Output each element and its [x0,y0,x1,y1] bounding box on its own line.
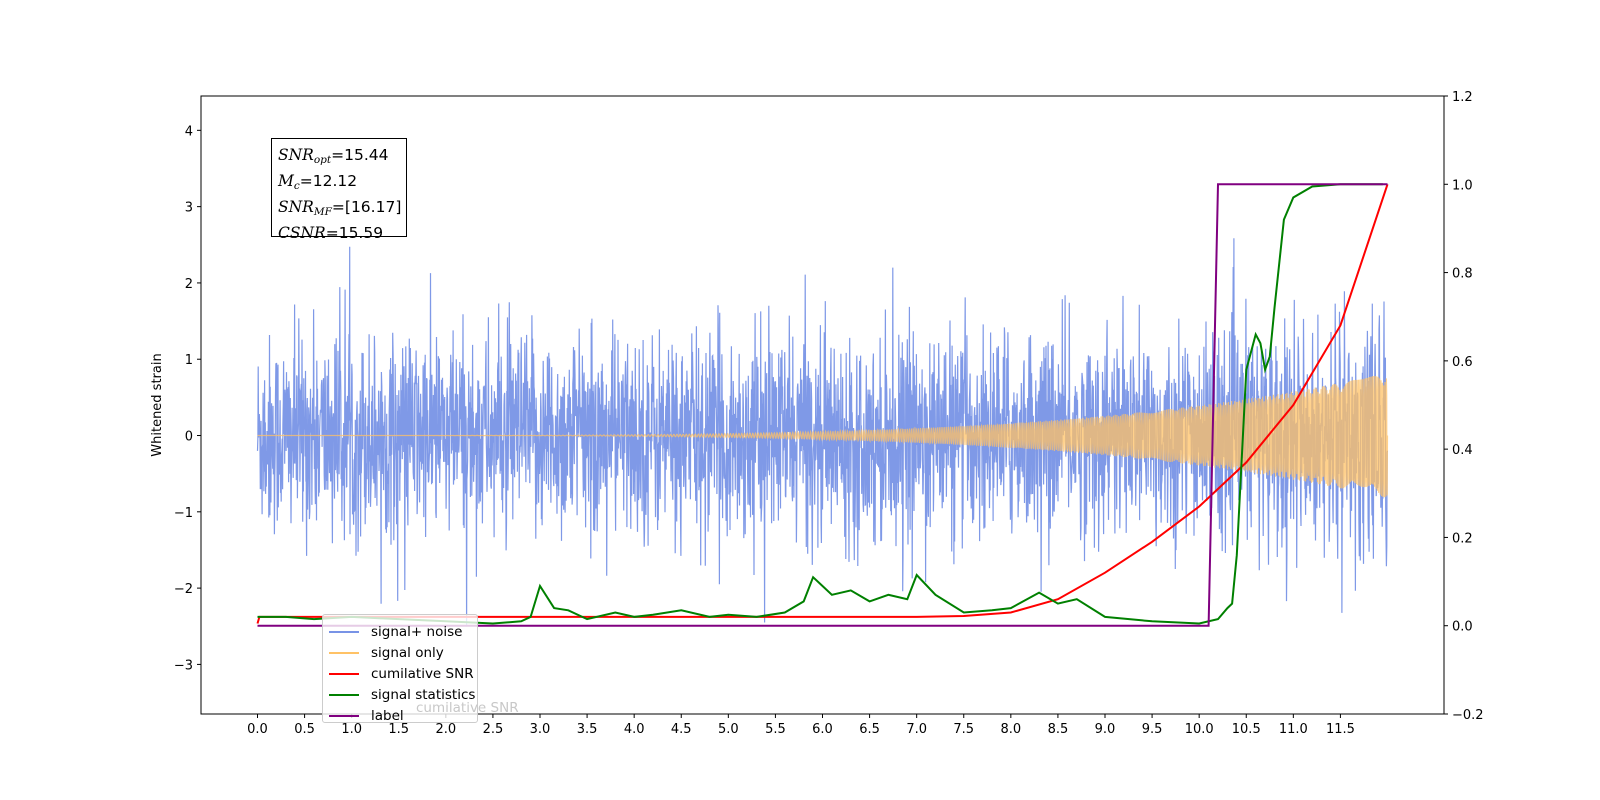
x-tick-label: 4.5 [671,722,692,737]
series-label [257,183,1388,627]
y2-tick-label: 1.2 [1452,90,1473,105]
legend-swatch [329,631,359,633]
x-tick-label: 11.0 [1279,722,1308,737]
y-axis-right: −0.2 0.0 0.2 0.4 0.6 0.8 1.0 1.2 [1444,90,1484,723]
legend-item-signal-statistics: signal statistics [329,686,475,704]
x-tick-label: 2.5 [483,722,504,737]
y2-tick-label: −0.2 [1452,708,1484,723]
x-tick-label: 7.0 [906,722,927,737]
y2-tick-label: 0.6 [1452,355,1473,370]
x-tick-label: 10.0 [1185,722,1214,737]
x-tick-label: 2.0 [435,722,456,737]
x-tick-label: 0.5 [294,722,315,737]
x-tick-label: 1.5 [388,722,409,737]
chirp-mass-line: Mc=12.12 [278,172,358,192]
x-axis: 0.0 0.5 1.0 1.5 2.0 2.5 3.0 3.5 4.0 4.5 5.0 5.5 6.0 6… [247,714,1355,737]
legend-item-signal-noise: signal+ noise [329,623,462,641]
y-tick-label: 3 [185,201,193,216]
x-tick-label: 8.5 [1048,722,1069,737]
legend-label: signal+ noise [371,624,463,640]
legend-swatch [329,652,359,654]
x-tick-label: 0.0 [247,722,268,737]
legend-swatch [329,715,359,717]
y-tick-label: 1 [185,353,193,368]
x-tick-label: 10.5 [1232,722,1261,737]
series-signal-statistics [257,183,1383,625]
y-tick-label: −2 [174,582,193,597]
x-tick-label: 5.5 [765,722,786,737]
legend-label: signal statistics [371,687,476,703]
snr-opt-line: SNRopt=15.44 [278,146,389,166]
legend-swatch [329,694,359,696]
y2-tick-label: 0.8 [1452,267,1473,282]
snr-mf-line: SNRMF=[16.17] [278,198,402,218]
y-tick-label: 0 [185,430,193,445]
y-tick-label: 2 [185,277,193,292]
legend-label: cumilative SNR [371,666,474,682]
y-tick-label: −1 [174,506,193,521]
x-tick-label: 9.5 [1142,722,1163,737]
x-tick-label: 7.5 [953,722,974,737]
x-tick-label: 11.5 [1326,722,1355,737]
y-axis-left: −3 −2 −1 0 1 2 3 4 [174,124,201,673]
legend-label: signal only [371,645,444,661]
x-tick-label: 1.0 [341,722,362,737]
y-axis-label: Whitened strain [150,353,165,456]
x-tick-label: 8.0 [1000,722,1021,737]
y2-tick-label: 1.0 [1452,178,1473,193]
legend-item-signal-only: signal only [329,644,444,662]
x-tick-label: 3.5 [577,722,598,737]
legend-label: label [371,708,404,724]
x-tick-label: 6.5 [859,722,880,737]
legend: signal+ noise signal only cumilative SNR… [322,614,478,725]
csnr-line: CSNR=15.59 [278,224,384,242]
x-tick-label: 9.0 [1095,722,1116,737]
legend-ghost-text: cumilative SNR [416,700,519,716]
x-tick-label: 5.0 [718,722,739,737]
y-tick-label: −3 [174,658,193,673]
x-tick-label: 3.0 [530,722,551,737]
series-signal-plus-noise [256,238,1389,627]
legend-item-cumulative-snr: cumilative SNR [329,665,474,683]
x-tick-label: 6.0 [812,722,833,737]
annotation-box: SNRopt=15.44 Mc=12.12 SNRMF=[16.17] CSNR… [271,138,407,242]
y2-tick-label: 0.2 [1452,531,1473,546]
y2-tick-label: 0.0 [1452,620,1473,635]
series-signal-only [257,375,1389,498]
x-tick-label: 4.0 [624,722,645,737]
y2-tick-label: 0.4 [1452,443,1473,458]
y-tick-label: 4 [185,124,193,139]
plot-area [256,183,1389,627]
legend-swatch [329,673,359,675]
legend-item-label: label [329,707,404,725]
